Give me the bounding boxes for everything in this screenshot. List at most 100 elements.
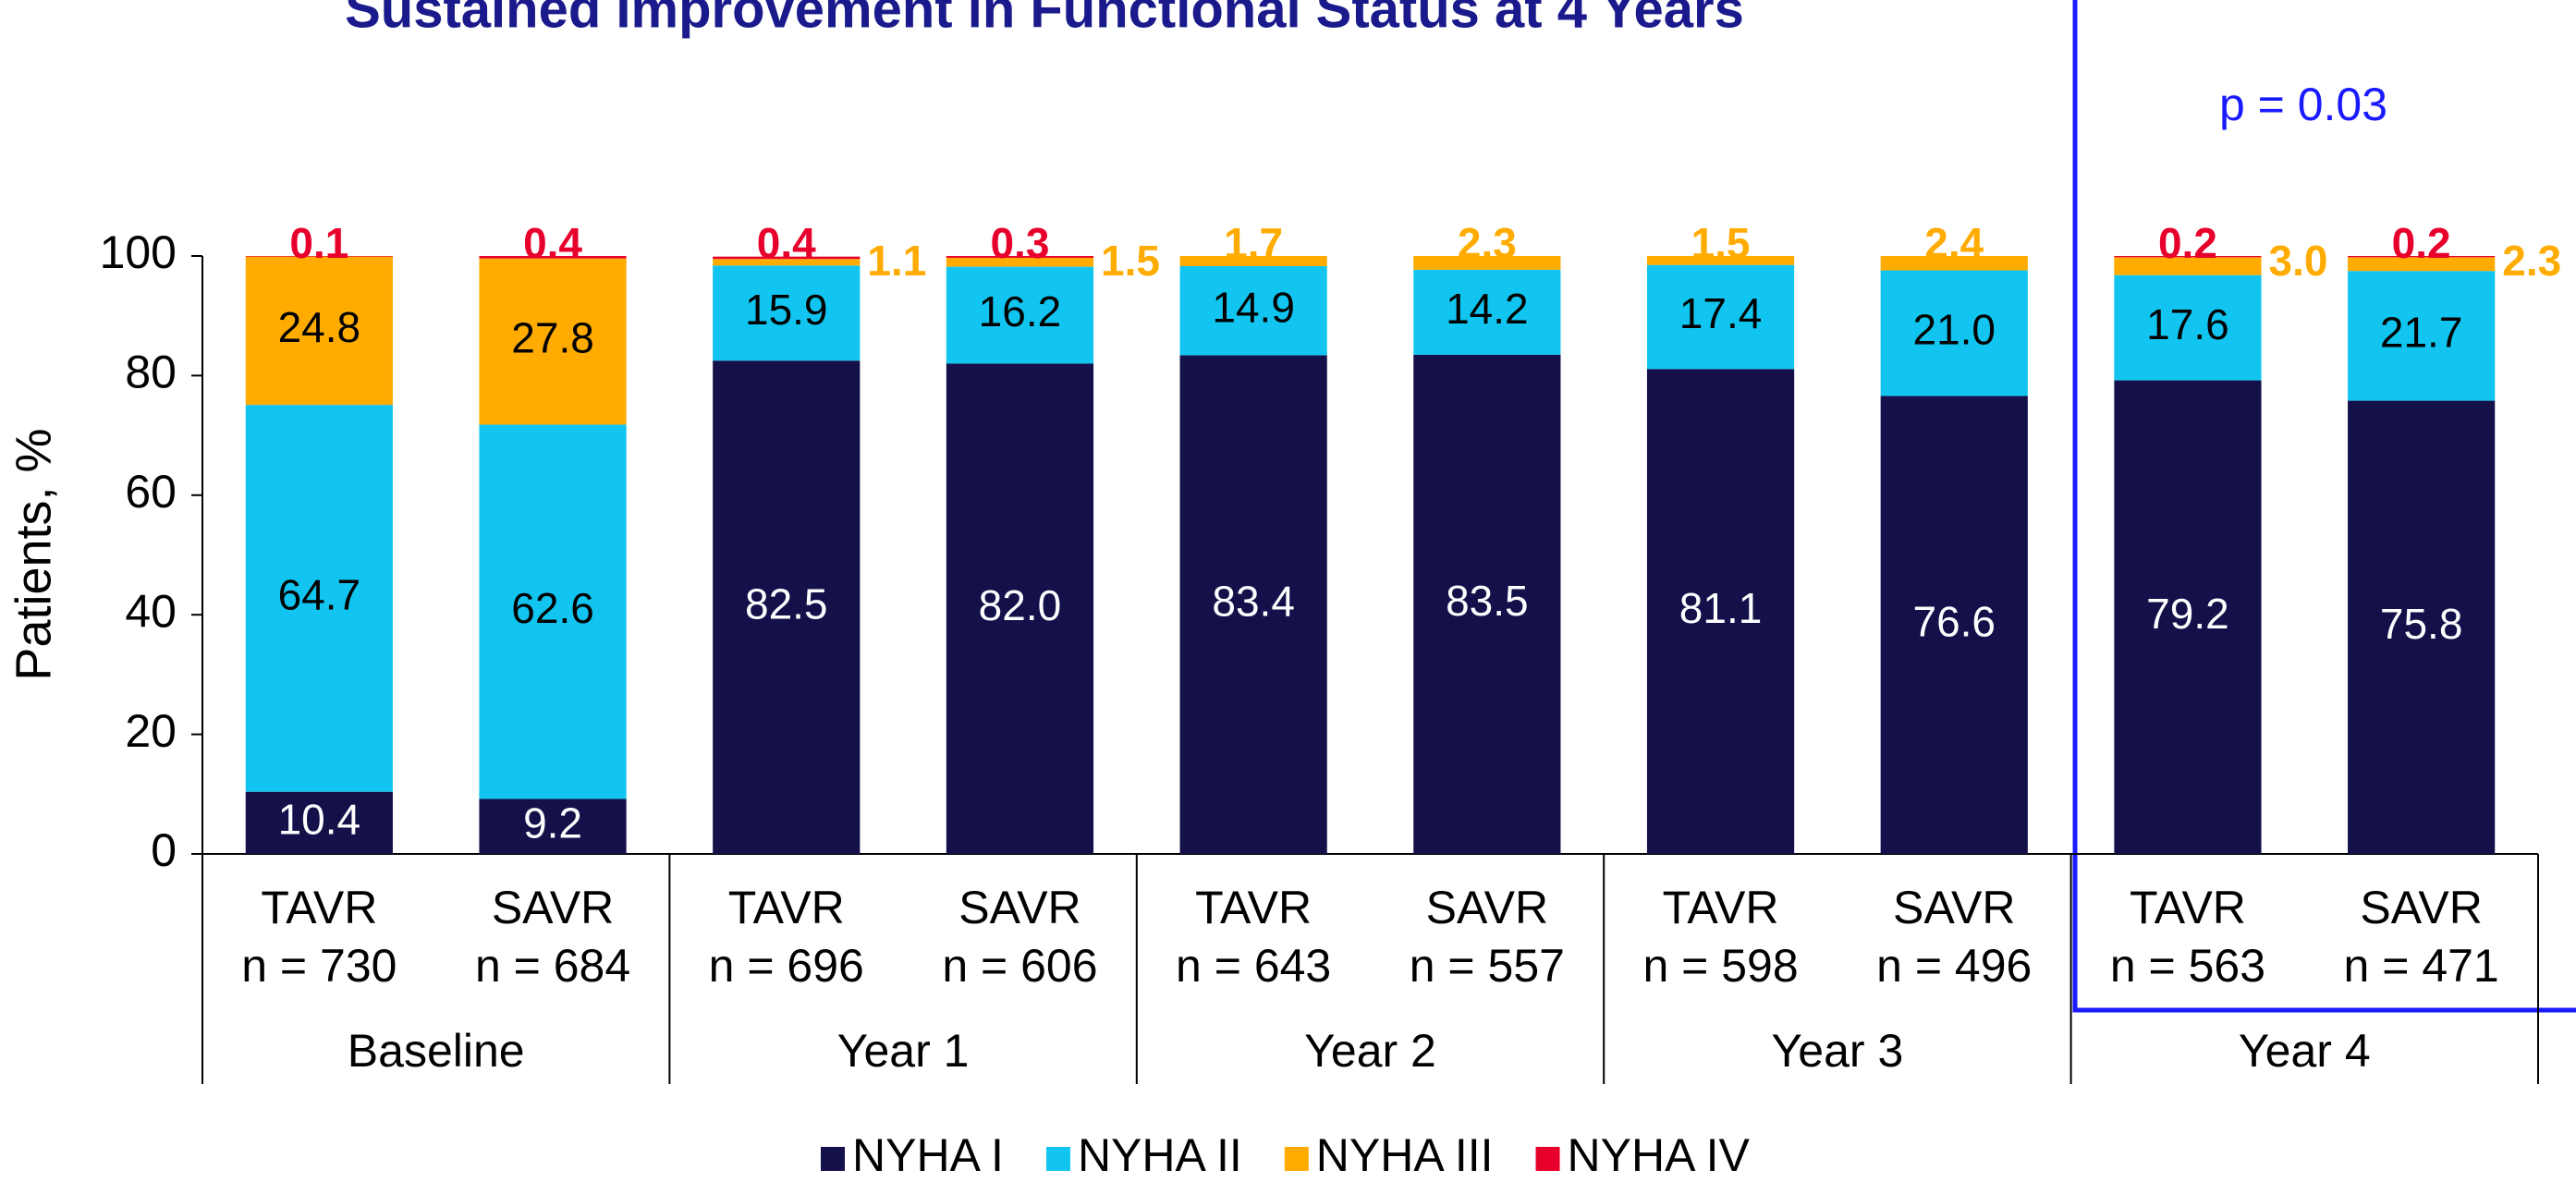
value-label: 76.6 [1912, 597, 1996, 645]
value-label: 64.7 [278, 571, 361, 619]
x-tick-label: TAVR [261, 882, 377, 933]
legend-label: NYHA IV [1568, 1129, 1751, 1181]
bar-segment [1413, 354, 1561, 854]
value-label: 0.4 [757, 219, 816, 267]
n-label: n = 598 [1642, 940, 1798, 992]
x-tick-label: SAVR [492, 882, 614, 933]
value-label: 14.2 [1446, 285, 1529, 333]
x-tick-label: TAVR [1663, 882, 1779, 933]
y-tick-label: 40 [125, 585, 177, 637]
value-label: 16.2 [979, 287, 1062, 335]
bar-segment [1179, 355, 1327, 855]
value-label: 14.9 [1212, 283, 1295, 331]
value-label: 0.1 [289, 219, 348, 267]
value-label: 83.4 [1212, 577, 1295, 625]
value-label: 24.8 [278, 303, 361, 351]
bar-segment [479, 424, 627, 799]
bar-segment [245, 791, 393, 854]
value-label: 17.4 [1679, 289, 1763, 337]
y-axis-label: Patients, % [6, 428, 61, 680]
bar-segment [245, 256, 393, 257]
y-tick-label: 80 [125, 347, 177, 398]
n-label: n = 684 [475, 940, 630, 992]
bar-segment [2114, 256, 2262, 258]
value-label: 83.5 [1446, 577, 1529, 625]
x-tick-label: SAVR [1426, 882, 1548, 933]
value-label: 82.0 [979, 581, 1062, 629]
chart-title: Sustained Improvement in Functional Stat… [345, 0, 1744, 39]
legend-label: NYHA III [1316, 1129, 1494, 1181]
value-label: 81.1 [1679, 584, 1763, 632]
value-label: 0.4 [523, 219, 582, 267]
group-label: Year 1 [837, 1025, 970, 1077]
legend-swatch [821, 1147, 845, 1171]
x-tick-label: TAVR [2130, 882, 2246, 933]
n-label: n = 471 [2344, 940, 2499, 992]
group-label: Year 3 [1772, 1025, 1904, 1077]
y-tick-label: 60 [125, 466, 177, 518]
bar-segment [1646, 264, 1795, 370]
legend-swatch [1535, 1147, 1560, 1171]
value-label: 21.0 [1912, 306, 1996, 354]
value-label: 0.2 [2158, 219, 2217, 267]
value-label: 1.5 [1691, 219, 1751, 267]
bar-segment [2114, 257, 2262, 275]
value-label: 1.1 [867, 237, 926, 285]
bar-segment [479, 798, 627, 854]
n-label: n = 557 [1410, 940, 1565, 992]
group-label: Baseline [348, 1025, 525, 1077]
value-label: 2.3 [1458, 219, 1517, 267]
value-label: 0.2 [2392, 219, 2451, 267]
bar-segment [946, 266, 1094, 364]
bar-segment [1880, 256, 2028, 271]
value-label: 79.2 [2146, 590, 2229, 638]
bar-segment [1413, 256, 1561, 270]
bar-segment [1646, 256, 1795, 265]
highlight-box [2072, 0, 2576, 1013]
value-label: 75.8 [2380, 600, 2463, 648]
legend-swatch [1284, 1147, 1309, 1171]
legend-label: NYHA II [1078, 1129, 1242, 1181]
value-label: 1.5 [1101, 237, 1160, 285]
value-label: 82.5 [745, 579, 828, 628]
n-label: n = 696 [709, 940, 864, 992]
bar-segment [946, 257, 1094, 267]
y-tick-label: 20 [125, 705, 177, 757]
n-label: n = 563 [2110, 940, 2265, 992]
bar-segment [946, 363, 1094, 855]
bar-segment [1880, 270, 2028, 396]
value-label: 17.6 [2146, 300, 2229, 348]
bar-segment [1179, 265, 1327, 356]
n-label: n = 606 [942, 940, 1097, 992]
x-tick-label: TAVR [728, 882, 845, 933]
bar-segment [1179, 256, 1327, 266]
bar-segment [479, 256, 627, 259]
bar-segment [946, 256, 1094, 258]
group-label: Year 4 [2239, 1025, 2371, 1077]
n-label: n = 730 [241, 940, 397, 992]
value-label: 10.4 [278, 796, 361, 844]
bar-segment [2114, 380, 2262, 854]
bar-segment [713, 360, 861, 855]
x-tick-label: TAVR [1195, 882, 1312, 933]
value-label: 2.3 [2502, 237, 2561, 285]
value-label: 0.3 [990, 219, 1049, 267]
value-label: 3.0 [2269, 237, 2328, 285]
bar-segment [2348, 256, 2496, 258]
y-tick-label: 0 [151, 824, 177, 876]
bar-segment [245, 405, 393, 792]
x-tick-label: SAVR [958, 882, 1080, 933]
value-label: 62.6 [511, 584, 594, 632]
bar-segment [713, 259, 861, 266]
bar-segment [2348, 400, 2496, 854]
x-tick-label: SAVR [2360, 882, 2482, 933]
n-label: n = 643 [1176, 940, 1331, 992]
p-value-annotation: p = 0.03 [2219, 79, 2387, 130]
bar-segment [1880, 396, 2028, 854]
bar-segment [1646, 369, 1795, 855]
bar-segment [1413, 269, 1561, 355]
value-label: 27.8 [511, 314, 594, 362]
value-label: 2.4 [1924, 219, 1984, 267]
